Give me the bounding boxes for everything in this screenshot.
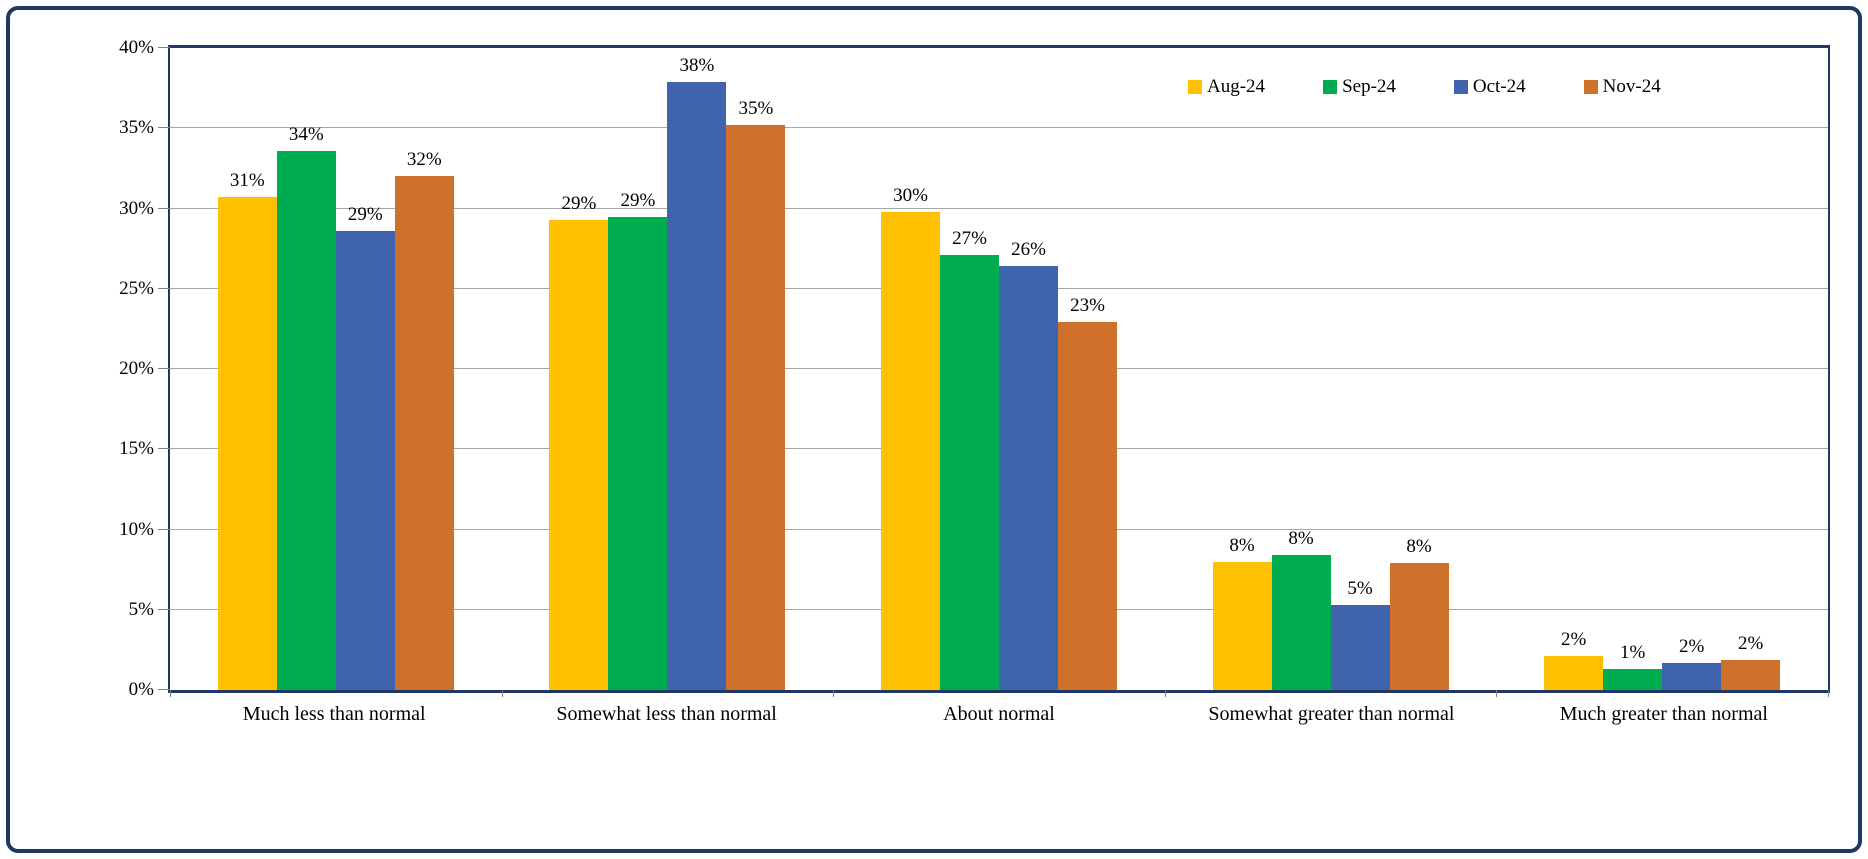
- legend-item: Aug-24: [1188, 76, 1265, 98]
- bar-value-label: 27%: [952, 228, 987, 250]
- y-axis-tick: [158, 528, 170, 530]
- bar: 35%: [726, 98, 786, 690]
- y-axis-tick-label: 15%: [119, 438, 154, 460]
- bar-group: 2% 1% 2% 2%: [1496, 48, 1828, 690]
- bar-value-label: 8%: [1288, 528, 1314, 550]
- bar-value-label: 38%: [679, 54, 715, 76]
- legend-item: Nov-24: [1583, 76, 1661, 98]
- bar-value-label: 23%: [1070, 295, 1105, 317]
- y-axis-tick-label: 20%: [119, 358, 154, 379]
- y-axis-tick: [158, 127, 170, 129]
- y-axis-tick: [158, 368, 170, 369]
- bar: 29%: [335, 204, 395, 690]
- legend-item: Sep-24: [1323, 76, 1396, 98]
- bar: 30%: [880, 185, 940, 690]
- category-label: Much less than normal: [242, 703, 426, 725]
- bar: 29%: [549, 193, 609, 690]
- bar-value-label: 2%: [1738, 632, 1764, 654]
- bar-group: 8% 8% 5% 8%: [1165, 48, 1497, 690]
- legend-swatch-icon: [1188, 80, 1202, 94]
- bar: 23%: [1057, 295, 1117, 690]
- bar-value-label: 35%: [738, 98, 774, 120]
- x-axis-tick: [1496, 690, 1498, 697]
- bar: 31%: [217, 170, 277, 690]
- y-axis-tick: [158, 207, 170, 209]
- bar: 1%: [1603, 642, 1663, 690]
- legend-item: Oct-24: [1453, 76, 1526, 98]
- bar: 2%: [1721, 633, 1781, 690]
- category-label: Somewhat greater than normal: [1208, 703, 1455, 725]
- x-axis-tick: [1828, 690, 1829, 697]
- bar-value-label: 29%: [620, 189, 656, 211]
- y-axis-tick-label: 5%: [128, 598, 154, 620]
- x-axis-tick: [501, 690, 503, 697]
- bar: 2%: [1544, 629, 1604, 690]
- bar-value-label: 30%: [893, 184, 928, 206]
- bar: 8%: [1271, 528, 1331, 690]
- bar-value-label: 29%: [561, 192, 597, 214]
- bar-group: 29% 29% 38% 35%: [502, 48, 834, 690]
- bar-value-label: 5%: [1347, 577, 1373, 599]
- legend-swatch-icon: [1323, 80, 1338, 94]
- plot-area: 0% 5% 10% 15% 20% 25% 30% 35% 40% 31% 34% 29% 32% 29%…: [119, 37, 1830, 700]
- bar-value-label: 8%: [1229, 534, 1255, 556]
- bar-value-label: 34%: [288, 123, 324, 145]
- bar: 26%: [998, 239, 1058, 690]
- bar: 2%: [1662, 636, 1722, 690]
- bar: 32%: [394, 149, 454, 690]
- y-axis-tick-label: 30%: [119, 197, 154, 219]
- bar-value-label: 29%: [347, 203, 383, 225]
- legend-swatch-icon: [1453, 80, 1468, 94]
- bar-value-label: 32%: [406, 149, 442, 171]
- gridline: [170, 207, 1828, 209]
- bar-value-label: 2%: [1679, 635, 1705, 657]
- x-axis-tick: [833, 690, 835, 697]
- legend: Aug-24 Sep-24 Oct-24 Nov-24: [1188, 76, 1661, 98]
- bar: 27%: [939, 228, 999, 690]
- bar: 8%: [1389, 536, 1449, 690]
- bar-group: 31% 34% 29% 32%: [170, 48, 502, 690]
- category-label: Much greater than normal: [1559, 703, 1768, 725]
- x-axis-tick: [1164, 690, 1166, 697]
- bar: 5%: [1330, 578, 1390, 690]
- legend-label: Oct-24: [1472, 76, 1526, 97]
- y-axis-tick-label: 35%: [119, 117, 154, 139]
- bar-value-label: 2%: [1561, 629, 1587, 651]
- y-axis-tick-label: 0%: [128, 679, 154, 700]
- legend-label: Aug-24: [1207, 76, 1266, 97]
- bar: 38%: [667, 55, 727, 690]
- bar-value-label: 26%: [1011, 239, 1046, 261]
- category-label: About normal: [943, 703, 1055, 725]
- bar: 8%: [1212, 535, 1272, 690]
- y-axis-tick-label: 25%: [119, 277, 154, 299]
- x-axis-category-labels: Much less than normal Somewhat less than …: [168, 703, 1830, 726]
- bar-group: 30% 27% 26% 23%: [833, 48, 1165, 690]
- bar: 34%: [276, 124, 336, 690]
- bar-value-label: 8%: [1406, 536, 1432, 558]
- y-axis-tick-label: 40%: [119, 37, 154, 58]
- category-label: Somewhat less than normal: [556, 703, 777, 725]
- y-axis-tick: [158, 287, 170, 289]
- bar-value-label: 31%: [229, 170, 265, 192]
- bar-value-label: 1%: [1620, 642, 1646, 664]
- gridline: [170, 127, 1828, 129]
- legend-label: Sep-24: [1342, 76, 1396, 97]
- y-axis-tick-label: 10%: [119, 518, 154, 540]
- x-axis-tick: [170, 690, 171, 697]
- y-axis-tick: [158, 47, 170, 48]
- legend-swatch-icon: [1583, 80, 1598, 94]
- bar: 29%: [608, 190, 668, 690]
- legend-label: Nov-24: [1602, 76, 1661, 97]
- y-axis-tick: [158, 689, 170, 690]
- y-axis-tick: [158, 608, 170, 610]
- y-axis-tick: [158, 448, 170, 450]
